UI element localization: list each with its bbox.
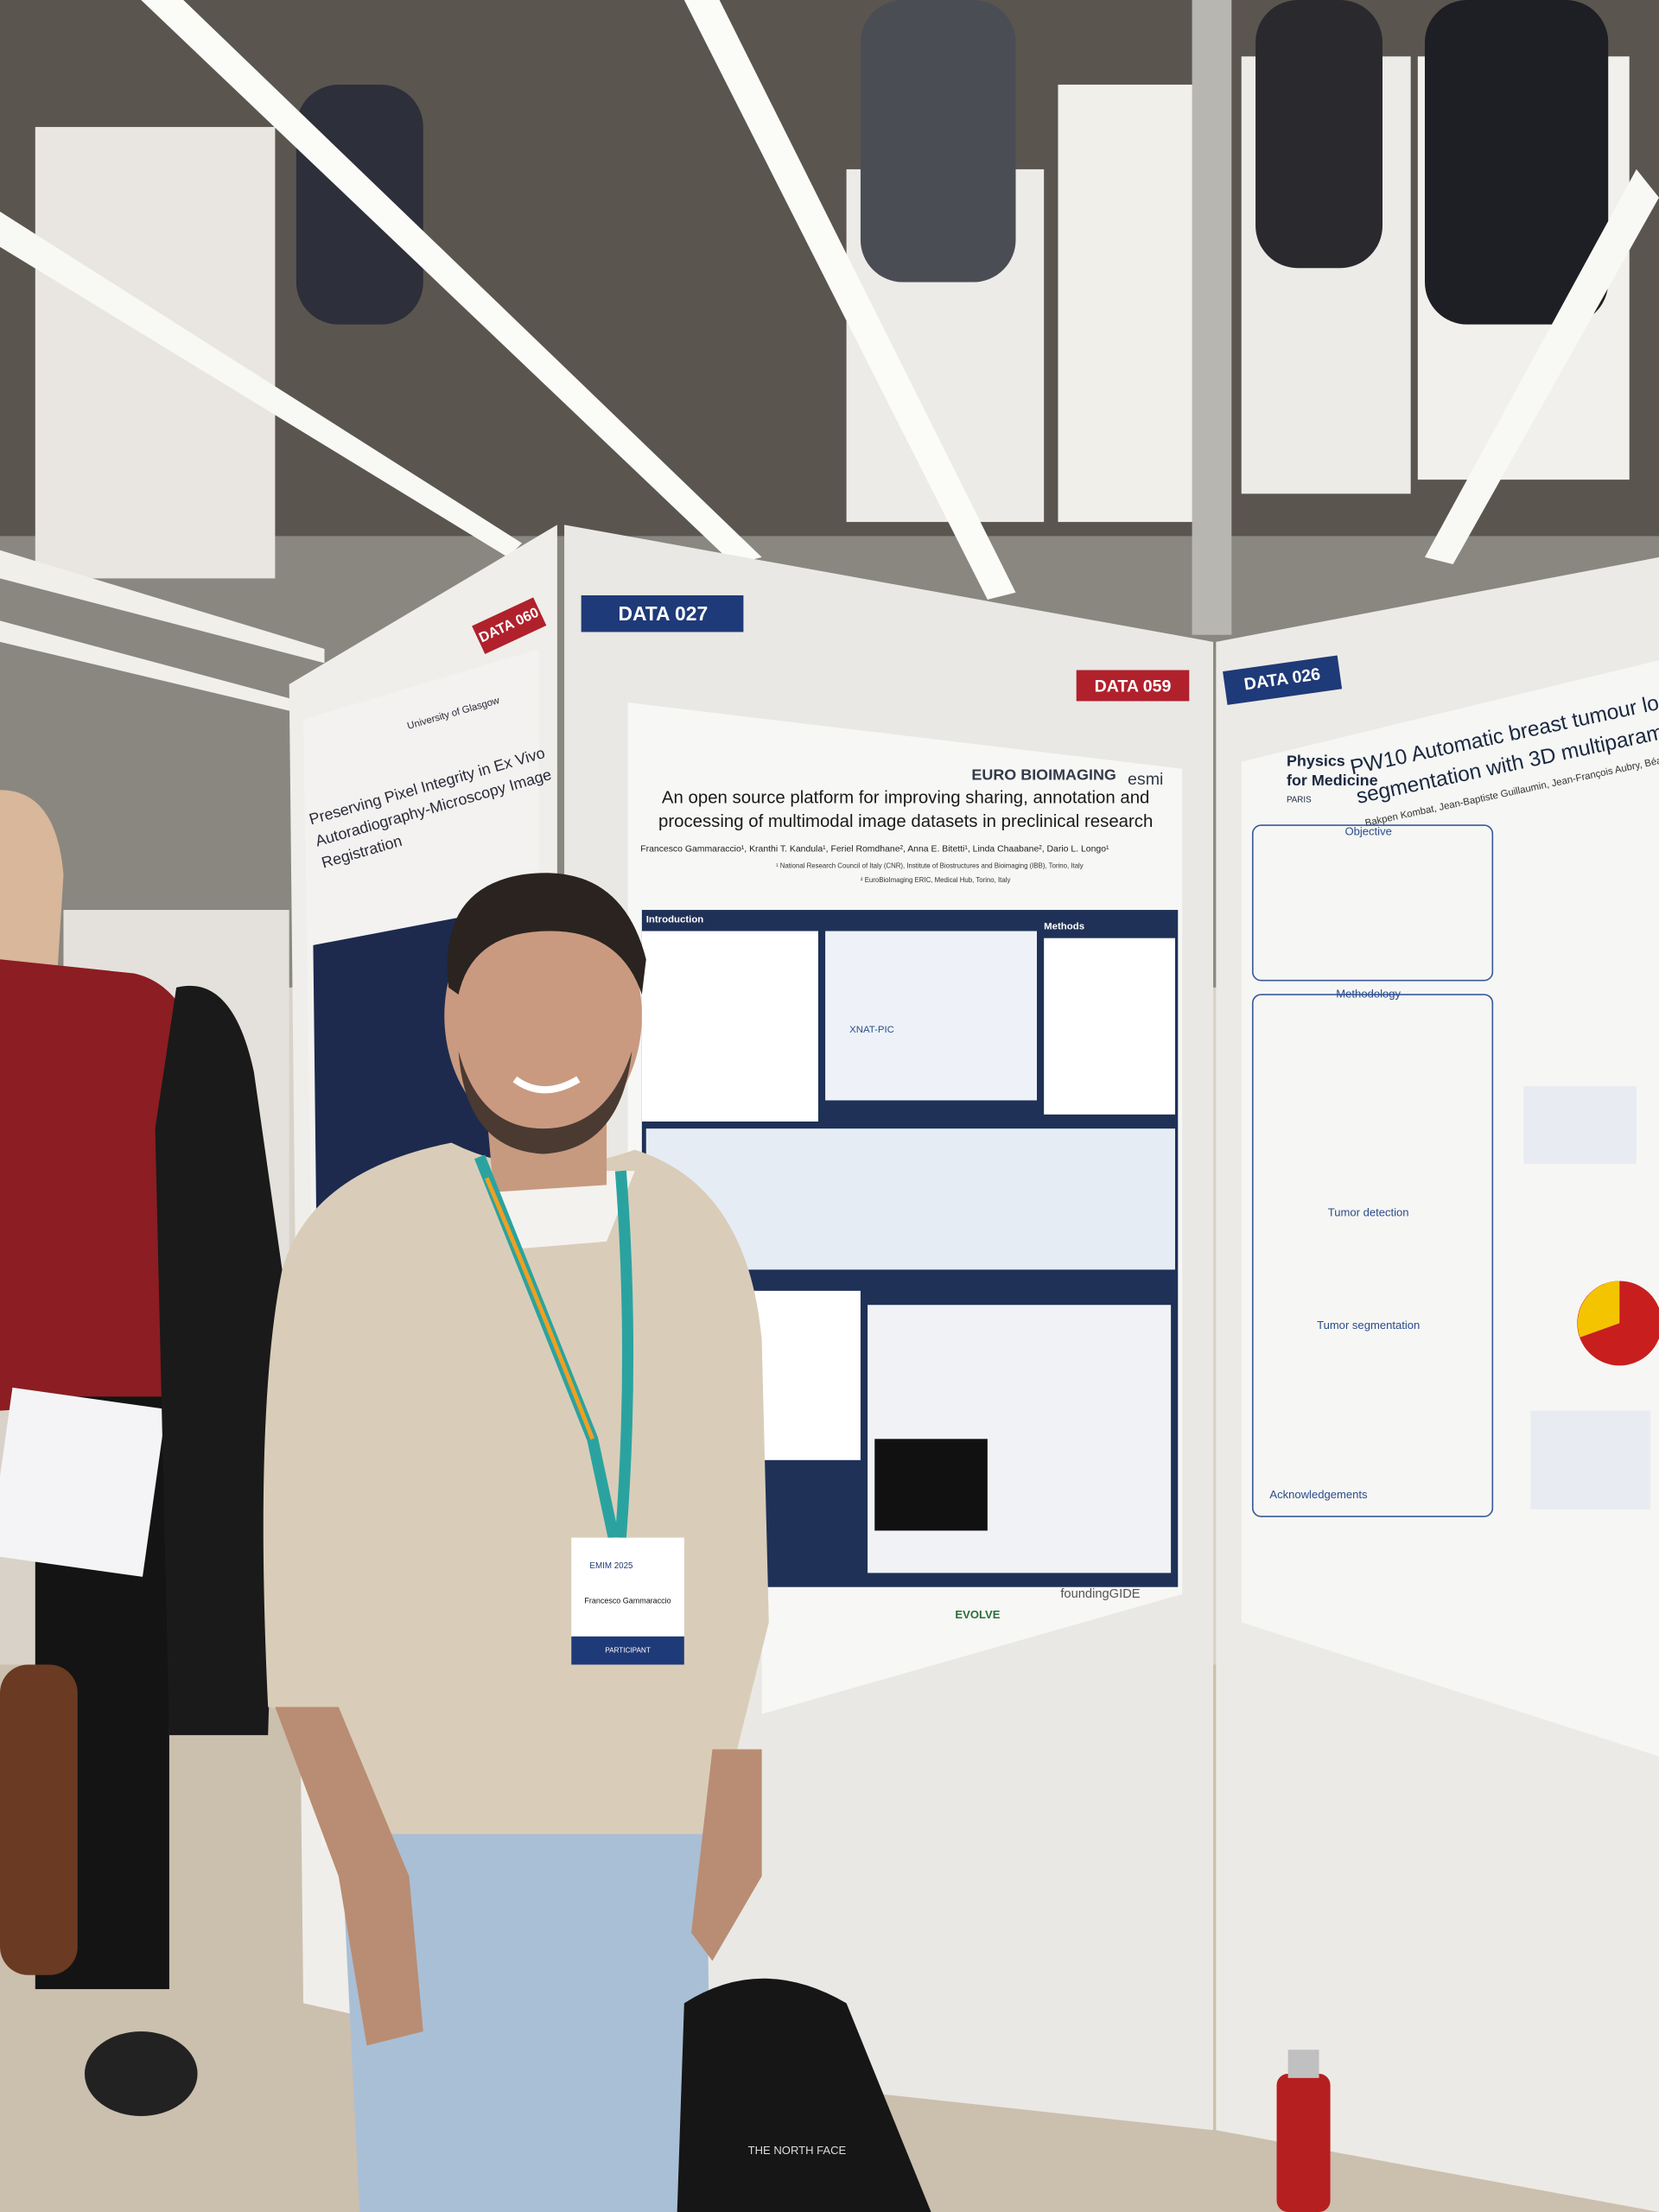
poster-logo: for Medicine <box>1287 772 1378 789</box>
person-beard <box>458 1051 632 1154</box>
poster-logo: PARIS <box>1287 795 1312 804</box>
poster-figure <box>874 1439 988 1531</box>
badge: EMIM 2025 Francesco Gammaraccio PARTICIP… <box>571 1537 684 1665</box>
poster-logo: esmi <box>1128 770 1163 789</box>
poster-panel <box>1251 994 1494 1517</box>
light-strip <box>0 211 523 557</box>
mirrored-person <box>860 0 1016 283</box>
person-arm <box>691 1749 762 1961</box>
board-label: DATA 027 <box>619 602 709 625</box>
board-label-bg <box>1076 670 1190 702</box>
poster-affiliation: ² EuroBioImaging ERIC, Medical Hub, Tori… <box>861 876 1011 884</box>
poster-logo: EURO BIOIMAGING <box>971 766 1116 784</box>
poster-affiliation: ¹ National Research Council of Italy (CN… <box>776 862 1084 870</box>
light-strip <box>1424 168 1659 565</box>
poster-logo: foundingGIDE <box>1060 1587 1140 1601</box>
badge-stripe <box>571 1636 684 1665</box>
bystander-shirt <box>0 959 212 1411</box>
poster-text-block <box>1044 938 1175 1115</box>
poster-section: Methodology <box>1336 987 1401 1000</box>
poster-logo: XNAT-PIC <box>849 1025 894 1035</box>
board-label: DATA 059 <box>1095 677 1172 696</box>
bottle-cap <box>1287 2050 1319 2078</box>
badge-role: PARTICIPANT <box>605 1646 651 1654</box>
light-strip <box>0 620 296 713</box>
mirrored-person <box>1255 0 1382 269</box>
backpack-logo: THE NORTH FACE <box>748 2144 847 2157</box>
board-label-bg <box>581 594 744 632</box>
poster-pie <box>1577 1281 1620 1338</box>
poster-section: Introduction <box>646 915 704 925</box>
poster-title: An open source platform for improving sh… <box>662 788 1149 807</box>
person-head <box>444 891 642 1141</box>
light-strip <box>141 0 762 565</box>
person-smile <box>512 1076 581 1094</box>
backpack <box>677 1978 931 2212</box>
board-label-bg <box>1223 655 1343 705</box>
poster-section: Objective <box>1344 825 1391 838</box>
poster-authors: Francesco Gammaraccio¹, Kranthi T. Kandu… <box>640 845 1109 855</box>
poster-section: Tumor detection <box>1328 1206 1409 1219</box>
bystander-woman <box>155 985 283 1736</box>
person-arm <box>275 1707 423 2046</box>
mirrored-person <box>1424 0 1609 325</box>
poster-section: Methods <box>1044 922 1084 932</box>
bystander-hair <box>0 790 64 1016</box>
poster-section: Acknowledgements <box>1269 1488 1368 1501</box>
person-jeans <box>338 1791 713 2212</box>
bystander-shoe <box>84 2031 198 2116</box>
light-strip <box>683 0 1016 600</box>
mirrored-poster <box>35 126 276 579</box>
bystander-paper <box>0 1387 167 1577</box>
pillar <box>1192 0 1232 635</box>
poster-figure <box>825 931 1037 1101</box>
poster-title: processing of multimodal image datasets … <box>658 812 1153 831</box>
bottle <box>1276 2074 1331 2212</box>
lanyard <box>485 1177 594 1440</box>
poster-section: Tumor segmentation <box>1317 1319 1420 1332</box>
board-label-bg <box>472 597 547 655</box>
person-hair <box>447 873 646 995</box>
poster-chart <box>1530 1410 1651 1510</box>
poster-text-block <box>641 931 818 1122</box>
poster-logo: EVOLVE <box>955 1608 1000 1621</box>
badge-event: EMIM 2025 <box>589 1561 633 1571</box>
poster-logo: Physics <box>1287 752 1345 769</box>
poster-panel <box>1251 824 1494 982</box>
poster-chart <box>1523 1086 1637 1164</box>
light-strip <box>0 550 325 664</box>
person-collar <box>486 1171 635 1249</box>
badge-name: Francesco Gammaraccio <box>584 1596 671 1605</box>
bag <box>0 1664 78 1975</box>
